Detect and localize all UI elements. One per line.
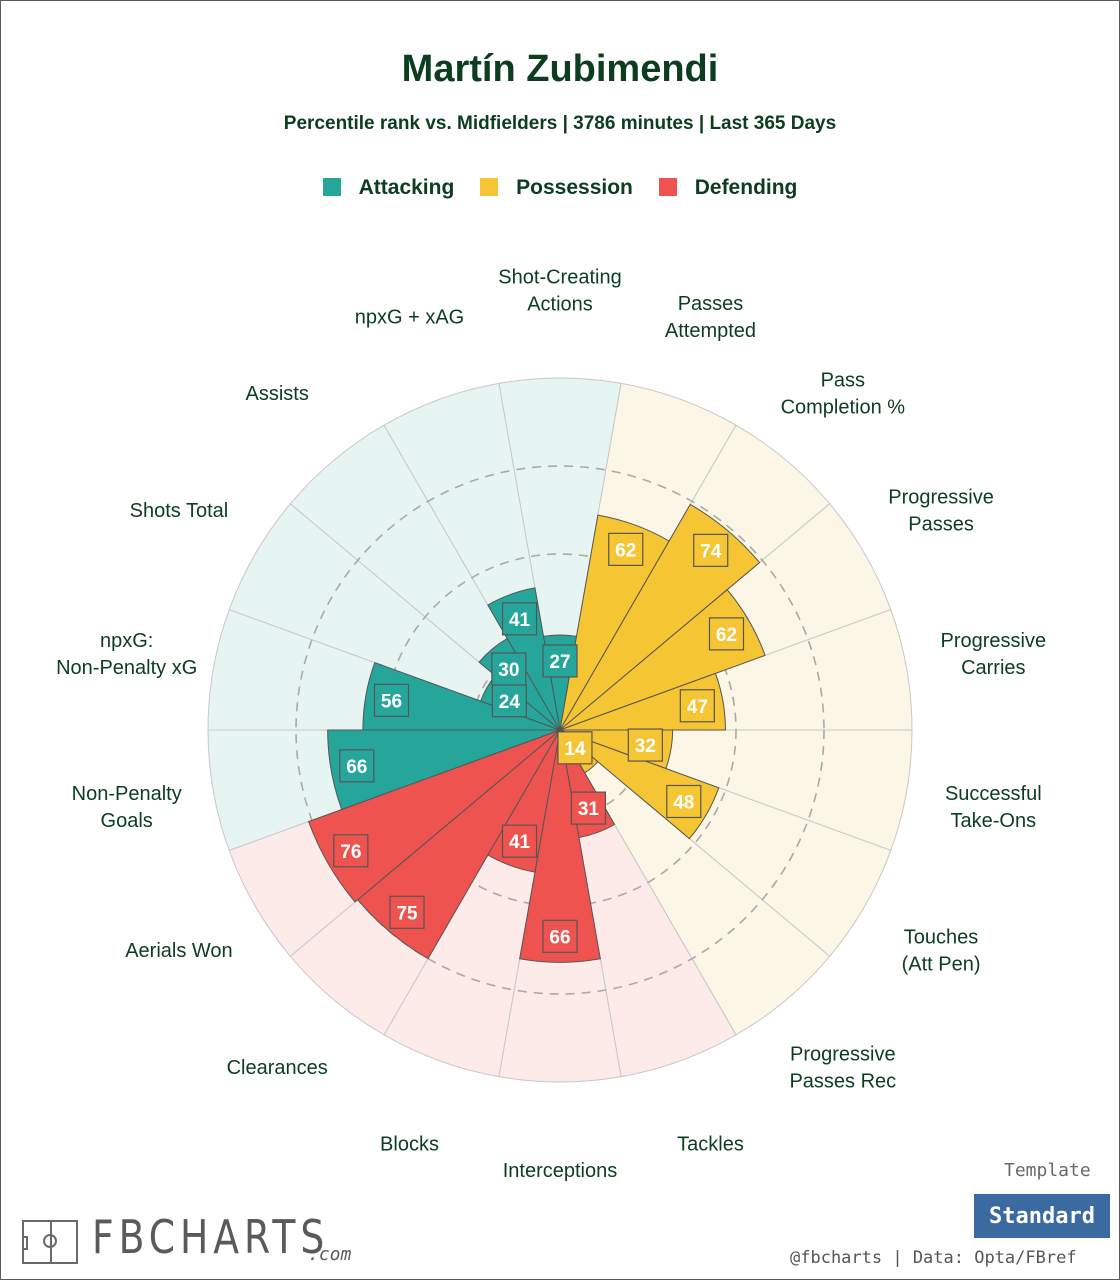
svg-text:48: 48 [673, 792, 694, 813]
category-label-blocks: Blocks [380, 1133, 439, 1155]
value-label-blocks: 41 [501, 824, 538, 858]
value-label-tackles: 31 [570, 791, 607, 825]
legend: Attacking Possession Defending [0, 176, 1120, 200]
template-standard-button[interactable]: Standard [974, 1194, 1110, 1238]
legend-swatch-defending [658, 178, 677, 196]
svg-text:14: 14 [564, 739, 586, 760]
value-label-passes-attempted: 62 [608, 532, 644, 566]
svg-text:74: 74 [700, 541, 722, 562]
value-label-pass-completion: 74 [693, 533, 729, 567]
value-label-clearances: 75 [389, 895, 425, 929]
pitch-icon [22, 1220, 78, 1264]
category-label-shots-total: Shots Total [130, 500, 229, 522]
grid-ring-75 [295, 465, 825, 995]
legend-item-defending: Defending [658, 176, 798, 200]
bar-aerials-won [307, 729, 561, 903]
svg-text:41: 41 [509, 610, 531, 631]
logo-suffix: .com [308, 1244, 352, 1265]
chart-title: Martín Zubimendi [401, 48, 719, 90]
svg-text:27: 27 [549, 652, 570, 673]
value-label-progressive-carries: 47 [679, 689, 715, 723]
legend-label-attacking: Attacking [358, 176, 455, 199]
value-label-touches-att-pen: 48 [666, 784, 702, 819]
category-label-assists: Assists [246, 383, 309, 405]
chart-subtitle: Percentile rank vs. Midfielders | 3786 m… [283, 113, 837, 134]
category-label-touches-att-pen: Touches (Att Pen) [902, 927, 981, 976]
legend-item-attacking: Attacking [322, 176, 455, 200]
bar-interceptions [519, 729, 601, 963]
svg-text:76: 76 [340, 842, 361, 863]
value-labels: 27 62 74 62 47 32 48 14 31 66 41 75 76 66 56 24 30 41 [333, 532, 745, 953]
category-label-progressive-carries: Progressive Carries [941, 630, 1047, 679]
category-label-interceptions: Interceptions [503, 1160, 618, 1182]
svg-text:66: 66 [346, 757, 367, 778]
category-label-npxg-xag: npxG + xAG [355, 307, 465, 329]
value-label-successful-take-ons: 32 [627, 728, 663, 762]
category-label-successful-take-ons: Successful Take-Ons [945, 783, 1042, 832]
category-label-aerials-won: Aerials Won [125, 940, 232, 962]
legend-item-possession: Possession [480, 176, 633, 200]
value-label-assists: 30 [491, 652, 527, 686]
svg-text:75: 75 [396, 903, 418, 924]
legend-label-defending: Defending [694, 176, 798, 199]
template-label: Template [1004, 1160, 1091, 1181]
svg-text:31: 31 [578, 799, 600, 820]
category-label-npxg-non-penalty-xg: npxG: Non-Penalty xG [56, 630, 197, 679]
legend-label-possession: Possession [516, 176, 633, 199]
category-label-passes-attempted: Passes Attempted [665, 293, 756, 342]
value-label-aerials-won: 76 [333, 834, 369, 868]
value-label-shots-total: 24 [491, 684, 527, 718]
legend-swatch-possession [480, 178, 499, 196]
bar-non-penalty-goals [327, 729, 561, 811]
category-label-shot-creating-actions: Shot-Creating Actions [498, 267, 621, 316]
svg-text:56: 56 [381, 691, 402, 712]
svg-text:47: 47 [687, 697, 708, 718]
svg-text:32: 32 [635, 736, 656, 757]
value-label-progressive-passes-rec: 14 [557, 731, 593, 765]
value-label-npxg-xag: 41 [501, 602, 538, 636]
category-labels: Shot-Creating Actions Passes Attempted Pass C… [56, 267, 1046, 1183]
value-label-interceptions: 66 [542, 919, 578, 953]
svg-text:30: 30 [498, 660, 519, 681]
logo-text: FBCHARTS [92, 1210, 330, 1264]
category-label-pass-completion: Pass Completion % [781, 369, 906, 418]
category-label-progressive-passes-rec: Progressive Passes Rec [789, 1044, 896, 1093]
value-label-progressive-passes: 62 [708, 617, 745, 651]
svg-text:24: 24 [499, 692, 521, 713]
value-label-npxg-non-penalty-xg: 56 [373, 683, 410, 717]
category-label-tackles: Tackles [677, 1133, 744, 1155]
svg-text:66: 66 [549, 927, 570, 948]
value-label-shot-creating-actions: 27 [542, 644, 578, 678]
svg-text:41: 41 [509, 832, 531, 853]
category-label-non-penalty-goals: Non-Penalty Goals [72, 783, 182, 832]
svg-text:62: 62 [716, 625, 737, 646]
legend-swatch-attacking [322, 178, 341, 196]
value-label-non-penalty-goals: 66 [339, 749, 375, 783]
category-label-progressive-passes: Progressive Passes [888, 487, 994, 536]
data-credit: @fbcharts | Data: Opta/FBref [790, 1248, 1077, 1268]
svg-text:62: 62 [615, 540, 636, 561]
category-label-clearances: Clearances [227, 1057, 328, 1079]
